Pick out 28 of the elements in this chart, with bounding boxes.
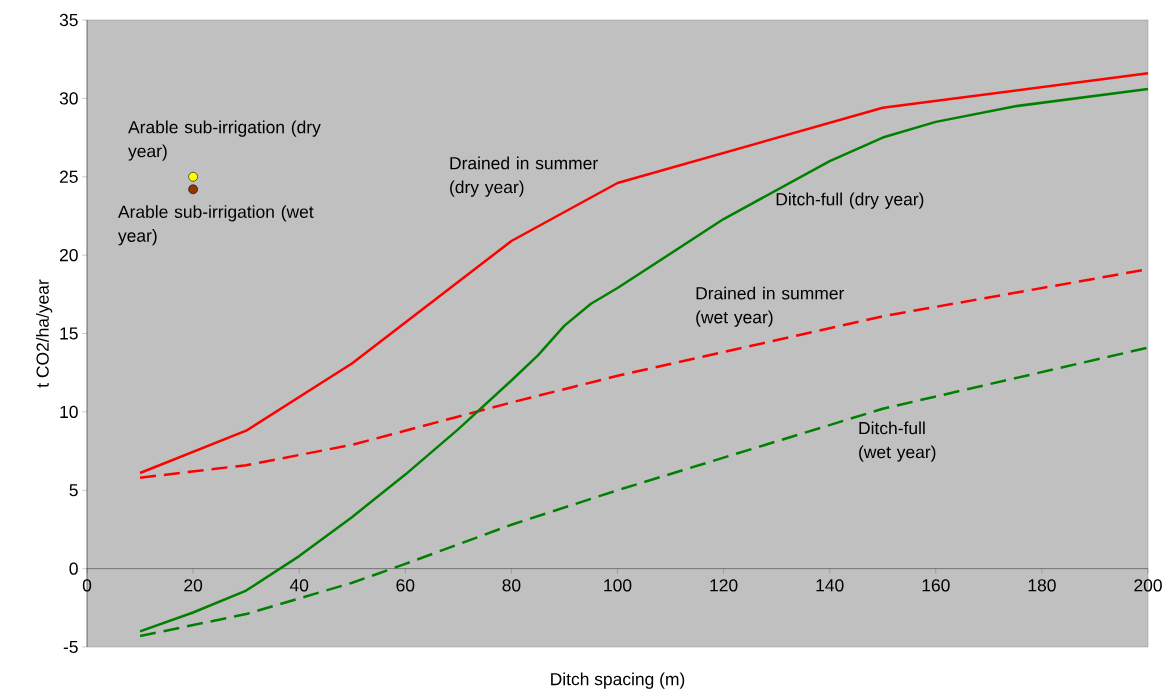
y-tick-label: 20 — [59, 248, 78, 262]
y-tick-label: -5 — [63, 640, 78, 654]
series-label: Ditch-full (dry year) — [776, 192, 924, 209]
y-tick-label: 15 — [60, 327, 78, 340]
series-label: Drained in summer (dry year) — [450, 156, 598, 197]
text: Arable sub-irrigation (wet year) — [118, 205, 314, 246]
x-tick-label: 200 — [1134, 579, 1162, 592]
x-tick-label: 80 — [502, 579, 521, 592]
x-tick-label: 180 — [1028, 579, 1056, 592]
y-axis-title: t CO2/ha/year — [35, 279, 53, 388]
x-axis-title: Ditch spacing (m) — [551, 672, 685, 689]
x-tick-label: 140 — [816, 579, 844, 592]
y-tick-label: 0 — [69, 562, 78, 575]
y-tick-label: 10 — [60, 405, 78, 419]
y-tick-label: 5 — [69, 484, 78, 497]
y-tick-label: 30 — [59, 92, 78, 105]
series-label: Ditch-full (wet year) — [859, 421, 936, 462]
x-tick-label: 0 — [82, 579, 92, 592]
series-label: Drained in summer (wet year) — [696, 286, 845, 327]
y-tick-label: 25 — [59, 170, 78, 183]
x-tick-label: 20 — [184, 579, 203, 592]
x-tick-label: 60 — [396, 579, 415, 592]
x-tick-label: 160 — [922, 579, 950, 592]
x-tick-label: 40 — [289, 579, 309, 592]
x-tick-label: 120 — [710, 579, 738, 592]
x-tick-label: 100 — [604, 579, 632, 592]
text: Arable sub-irrigation (dry year) — [128, 120, 321, 161]
y-tick-label: 35 — [59, 13, 78, 27]
